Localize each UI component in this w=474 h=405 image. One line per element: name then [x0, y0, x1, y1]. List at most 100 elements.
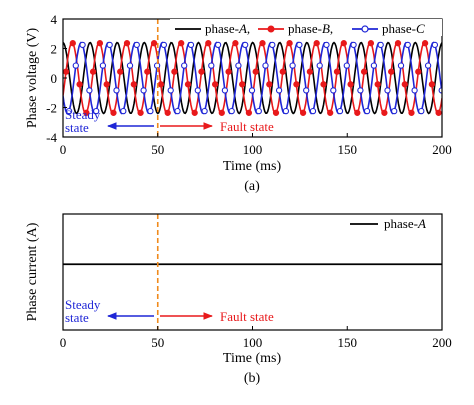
series-marker-phase-c	[391, 107, 398, 115]
series-marker-phase-b	[110, 109, 117, 116]
series-marker-phase-c	[181, 62, 188, 69]
series-marker-phase-c	[221, 87, 229, 94]
series-marker-phase-c	[350, 41, 357, 49]
series-marker-phase-c	[187, 41, 195, 49]
series-marker-phase-c	[262, 62, 269, 69]
y-tick-label-a: 2	[51, 42, 58, 57]
x-tick-label-a: 50	[151, 142, 164, 157]
legend-label-phase-c: phase-C	[382, 21, 425, 36]
y-axis-label-b: Phase current (A)	[25, 222, 40, 321]
series-marker-phase-b	[191, 109, 198, 116]
series-marker-phase-c	[377, 41, 384, 49]
series-marker-phase-c	[357, 87, 364, 94]
series-marker-phase-b	[354, 109, 361, 116]
y-tick-label-a: -4	[46, 130, 57, 145]
series-marker-phase-b	[299, 109, 307, 116]
series-marker-phase-b	[394, 40, 402, 47]
series-marker-phase-c	[411, 87, 418, 94]
series-marker-phase-b	[198, 68, 205, 75]
series-marker-phase-b	[76, 81, 83, 88]
series-marker-phase-b	[69, 40, 76, 47]
series-marker-phase-c	[140, 87, 147, 94]
series-marker-phase-b	[435, 109, 442, 116]
series-marker-phase-b	[225, 68, 232, 75]
series-marker-phase-c	[296, 41, 303, 49]
series-marker-phase-b	[96, 40, 104, 47]
series-marker-phase-c	[201, 107, 208, 115]
series-marker-phase-c	[316, 62, 323, 69]
legend-a: phase-A, phase-B, phase-C	[170, 19, 442, 36]
series-marker-phase-b	[117, 68, 124, 75]
series-marker-phase-c	[79, 41, 86, 49]
series-marker-phase-c	[248, 87, 256, 94]
x-axis-label-b: Time (ms)	[223, 351, 282, 366]
series-marker-phase-c	[133, 41, 140, 49]
y-tick-label-a: 0	[51, 71, 58, 86]
series-marker-phase-c	[289, 62, 296, 69]
series-marker-phase-c	[242, 41, 249, 49]
series-marker-phase-c	[147, 107, 154, 115]
series-marker-phase-b	[130, 81, 137, 88]
series-marker-phase-b	[103, 81, 110, 88]
series-marker-phase-b	[178, 40, 185, 47]
legend-b: phase-A	[350, 216, 426, 231]
plot-area-a	[63, 19, 442, 137]
series-marker-phase-b	[164, 109, 171, 116]
series-marker-phase-b	[218, 109, 225, 116]
series-marker-phase-c	[99, 62, 107, 69]
series-marker-phase-c	[431, 41, 439, 49]
y-axis-label-a: Phase voltage (V)	[25, 28, 40, 129]
series-marker-phase-b	[259, 40, 266, 47]
x-tick-label-a: 150	[338, 142, 358, 157]
series-marker-phase-b	[306, 68, 314, 75]
legend-box-a	[170, 19, 442, 36]
series-marker-phase-b	[293, 81, 300, 88]
series-marker-phase-c	[194, 87, 201, 94]
series-marker-phase-b	[421, 40, 429, 47]
series-marker-phase-c	[323, 41, 330, 49]
series-marker-phase-b	[83, 109, 90, 116]
legend-label-phase-a: phase-A,	[205, 21, 250, 36]
series-marker-phase-c	[174, 107, 181, 115]
series-marker-phase-c	[228, 107, 235, 115]
series-marker-phase-c	[72, 62, 79, 69]
series-marker-phase-c	[370, 62, 378, 69]
y-tick-label-a: -2	[46, 101, 57, 116]
series-marker-phase-c	[255, 107, 262, 115]
state-annotation-b: Steady state Fault state	[65, 297, 274, 325]
series-marker-phase-c	[397, 62, 405, 69]
series-marker-phase-b	[150, 40, 158, 47]
state-annotation-a: Steady state Fault state	[65, 107, 274, 135]
series-marker-phase-c	[343, 62, 350, 69]
series-marker-phase-c	[86, 87, 93, 94]
ticks-b: 0 50 100 150 200	[60, 326, 452, 350]
y-tick-label-a: 4	[51, 12, 58, 27]
panel-label-b: (b)	[244, 371, 261, 386]
series-marker-phase-c	[126, 62, 134, 69]
series-marker-phase-c	[282, 107, 290, 115]
panel-b: 0 50 100 150 200 Phase current (A) Time (ms)…	[25, 213, 452, 386]
series-marker-phase-c	[424, 62, 432, 69]
fault-state-label-a: Fault state	[220, 119, 274, 134]
x-tick-label-b: 150	[338, 335, 358, 350]
x-tick-label-b: 100	[243, 335, 263, 350]
series-marker-phase-b	[320, 81, 327, 88]
series-marker-phase-c	[120, 107, 127, 115]
series-marker-phase-b	[245, 109, 253, 116]
series-marker-phase-c	[106, 41, 113, 49]
series-marker-phase-b	[157, 81, 165, 88]
series-marker-phase-b	[401, 81, 408, 88]
series-marker-phase-b	[360, 68, 368, 75]
series-marker-phase-c	[160, 41, 168, 49]
series-marker-phase-b	[144, 68, 151, 75]
series-marker-phase-b	[266, 81, 273, 88]
series-marker-phase-b	[415, 68, 422, 75]
series-marker-phase-b	[313, 40, 320, 47]
x-tick-label-a: 0	[60, 142, 67, 157]
x-tick-label-b: 50	[151, 335, 164, 350]
legend-marker-phase-c	[361, 25, 369, 33]
series-marker-phase-c	[167, 87, 174, 94]
steady-state-label-a-line1: Steady	[65, 107, 101, 122]
series-marker-phase-c	[336, 107, 344, 115]
ticks-a: 0 50 100 150 200 -4 -2 0 2 4	[46, 12, 452, 157]
